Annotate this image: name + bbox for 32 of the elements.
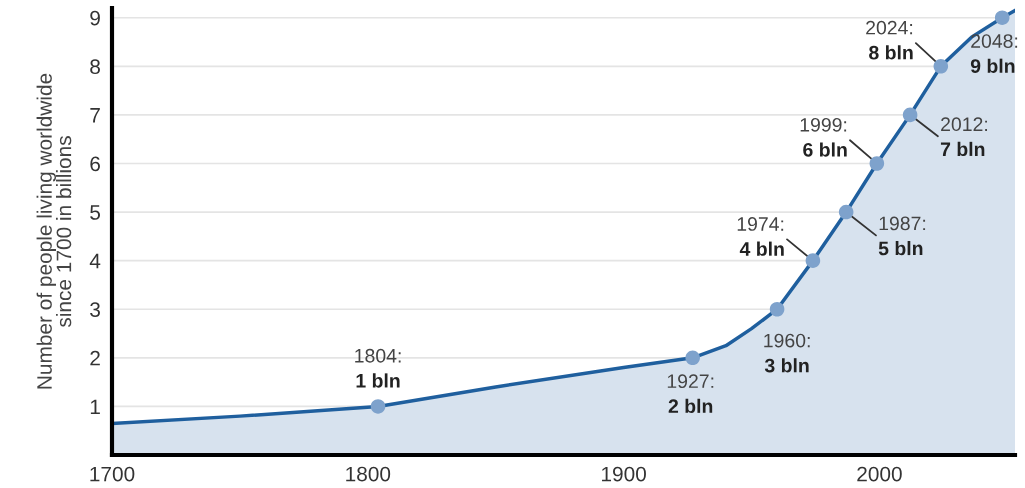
x-tick-label: 2000 <box>857 466 902 482</box>
point <box>805 253 821 268</box>
y-tick-label: 4 <box>89 253 101 269</box>
y-tick-label: 8 <box>90 59 100 75</box>
annotation: 2048: 9 bln <box>970 34 1018 73</box>
annotation: 2024: 8 bln <box>866 20 913 60</box>
x-tick-label: 1700 <box>90 466 135 482</box>
annotation: 1974: 4 bln <box>737 217 784 256</box>
y-tick-label: 1 <box>90 399 100 414</box>
annotation: 1927: 2 bln <box>667 374 714 414</box>
y-axis-title: Number of people living worldwide since 1700 in billions <box>36 73 72 389</box>
x-tick-label: 1800 <box>346 466 391 482</box>
y-tick-label: 2 <box>90 350 100 366</box>
annotation: 1960: 3 bln <box>764 333 810 373</box>
y-tick-label: 7 <box>90 108 100 123</box>
x-tick-label: 1900 <box>602 466 646 482</box>
annotation: 1804: 1 bln <box>355 348 401 388</box>
point <box>994 10 1010 25</box>
y-tick-label: 6 <box>90 156 100 172</box>
annotation: 1999: 6 bln <box>800 117 847 157</box>
point <box>685 350 700 366</box>
annotation: 2012: 7 bln <box>940 117 987 157</box>
y-tick-label: 9 <box>90 10 100 26</box>
point <box>769 301 785 317</box>
annotation: 1987: 5 bln <box>878 216 926 256</box>
point <box>933 59 949 74</box>
point <box>838 204 854 220</box>
point <box>370 399 386 414</box>
point <box>869 156 885 171</box>
point <box>902 107 918 123</box>
y-tick-label: 5 <box>90 205 101 220</box>
y-tick-label: 3 <box>90 302 100 317</box>
